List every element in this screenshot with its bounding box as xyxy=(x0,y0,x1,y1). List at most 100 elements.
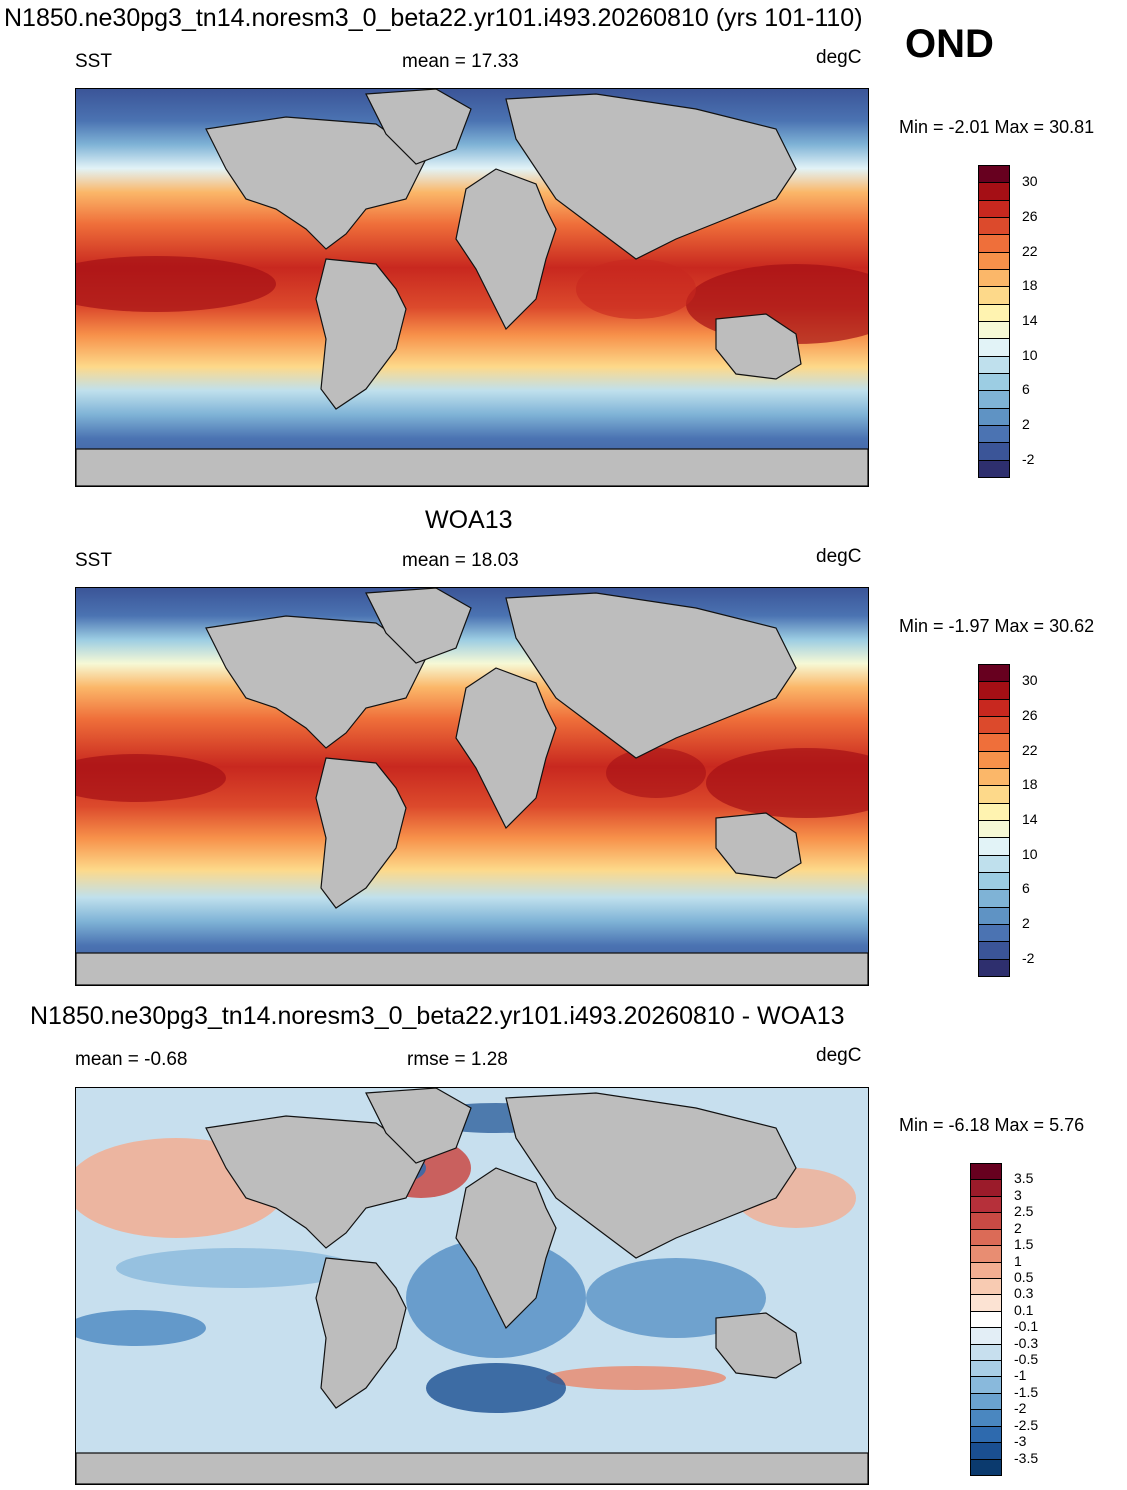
panel2-units-label: degC xyxy=(816,546,862,567)
colorbar-tick-label: 1.5 xyxy=(1014,1236,1034,1253)
colorbar-tick-label: 10 xyxy=(1022,346,1038,363)
colorbar-tick-label: 0.1 xyxy=(1014,1301,1034,1318)
colorbar-swatch xyxy=(978,872,1010,891)
colorbar-swatch xyxy=(970,1179,1002,1197)
panel3-minmax-label: Min = -6.18 Max = 5.76 xyxy=(899,1115,1085,1135)
colorbar-tick-label: -0.1 xyxy=(1014,1318,1039,1335)
colorbar-swatch xyxy=(978,750,1010,769)
colorbar-swatch xyxy=(978,234,1010,253)
colorbar-swatch xyxy=(978,820,1010,839)
colorbar-swatch xyxy=(978,906,1010,925)
colorbar-swatch xyxy=(978,889,1010,908)
panel1-colorbar-ticks: 30 26 22 18 14 10 6 2 -2 xyxy=(1022,165,1062,477)
colorbar-swatch xyxy=(978,217,1010,236)
colorbar-tick-label: 26 xyxy=(1022,208,1038,224)
panel2-variable-label: SST xyxy=(75,550,112,571)
colorbar-tick-label: -3.5 xyxy=(1014,1449,1039,1466)
colorbar-swatch xyxy=(978,303,1010,322)
colorbar-swatch xyxy=(970,1360,1002,1378)
panel3-colorbar-ticks: 3.5 3 2.5 2 1.5 1 0.5 0.3 0.1 -0.1 -0.3 -0.5 -1 -1.5-… xyxy=(1014,1163,1054,1475)
panel1-variable-label: SST xyxy=(75,51,112,72)
colorbar-tick-label: 0.3 xyxy=(1014,1285,1034,1302)
colorbar-tick-label: -2 xyxy=(1022,949,1035,966)
colorbar-swatch xyxy=(970,1458,1002,1476)
colorbar-swatch xyxy=(978,251,1010,270)
colorbar-swatch xyxy=(978,854,1010,873)
colorbar-swatch xyxy=(970,1343,1002,1362)
panel2-mean-label: mean = 18.03 xyxy=(402,550,519,571)
colorbar-swatch xyxy=(978,733,1010,752)
panel3-map-svg xyxy=(76,1088,868,1484)
panel1-units-label: degC xyxy=(816,47,862,68)
colorbar-swatch xyxy=(978,286,1010,305)
colorbar-swatch xyxy=(978,338,1010,357)
colorbar-swatch xyxy=(978,407,1010,426)
colorbar-swatch xyxy=(978,373,1010,392)
panel2-heading: WOA13 xyxy=(425,506,513,534)
colorbar-tick-label: 14 xyxy=(1022,312,1038,328)
panel1-colorbar xyxy=(978,165,1010,478)
panel2-colorbar-ticks: 30 26 22 18 14 10 6 2 -2 xyxy=(1022,664,1062,976)
colorbar-tick-label: 22 xyxy=(1022,242,1038,259)
colorbar-tick-label: 6 xyxy=(1022,381,1030,398)
panel3-rmse-label: rmse = 1.28 xyxy=(407,1049,508,1070)
panel3-heading: N1850.ne30pg3_tn14.noresm3_0_beta22.yr10… xyxy=(30,1002,845,1030)
colorbar-swatch xyxy=(978,941,1010,960)
colorbar-swatch xyxy=(970,1195,1002,1214)
colorbar-tick-label: -1 xyxy=(1014,1367,1027,1384)
panel3-mean-label: mean = -0.68 xyxy=(75,1049,188,1070)
colorbar-swatch xyxy=(978,802,1010,821)
colorbar-tick-label: 6 xyxy=(1022,880,1030,897)
colorbar-swatch xyxy=(978,785,1010,804)
colorbar-swatch xyxy=(978,425,1010,444)
colorbar-swatch xyxy=(978,199,1010,218)
colorbar-tick-label: 30 xyxy=(1022,173,1038,190)
colorbar-tick-label: 18 xyxy=(1022,277,1038,294)
colorbar-swatch xyxy=(978,390,1010,409)
colorbar-swatch xyxy=(978,321,1010,340)
colorbar-tick-label: 3.5 xyxy=(1014,1170,1034,1187)
main-title: N1850.ne30pg3_tn14.noresm3_0_beta22.yr10… xyxy=(4,4,863,32)
colorbar-swatch xyxy=(970,1163,1002,1181)
colorbar-tick-label: 22 xyxy=(1022,741,1038,758)
colorbar-swatch xyxy=(970,1425,1002,1444)
colorbar-swatch xyxy=(978,681,1010,700)
colorbar-swatch xyxy=(978,716,1010,735)
colorbar-tick-label: 30 xyxy=(1022,672,1038,689)
colorbar-tick-label: 2 xyxy=(1022,915,1030,931)
colorbar-swatch xyxy=(970,1212,1002,1230)
colorbar-swatch xyxy=(970,1376,1002,1394)
colorbar-swatch xyxy=(978,182,1010,201)
colorbar-tick-label: 2 xyxy=(1014,1219,1022,1236)
colorbar-swatch xyxy=(978,165,1010,184)
panel3-difference-map xyxy=(75,1087,869,1485)
colorbar-tick-label: 14 xyxy=(1022,811,1038,827)
panel3-colorbar xyxy=(970,1163,1002,1476)
panel1-sst-map xyxy=(75,88,869,487)
colorbar-swatch xyxy=(978,958,1010,977)
colorbar-swatch xyxy=(978,459,1010,478)
panel1-map-svg xyxy=(76,89,868,486)
colorbar-swatch xyxy=(970,1327,1002,1345)
colorbar-swatch xyxy=(970,1277,1002,1296)
colorbar-swatch xyxy=(970,1294,1002,1312)
colorbar-tick-label: -0.3 xyxy=(1014,1334,1039,1351)
colorbar-swatch xyxy=(970,1392,1002,1411)
colorbar-tick-label: -2 xyxy=(1014,1400,1027,1417)
panel2-minmax-label: Min = -1.97 Max = 30.62 xyxy=(899,616,1095,636)
colorbar-swatch xyxy=(970,1442,1002,1460)
colorbar-tick-label: 3 xyxy=(1014,1186,1022,1203)
panel2-map-svg xyxy=(76,588,868,985)
panel2-colorbar xyxy=(978,664,1010,977)
colorbar-swatch xyxy=(970,1261,1002,1279)
colorbar-swatch xyxy=(978,768,1010,787)
colorbar-tick-label: 2 xyxy=(1022,416,1030,432)
colorbar-swatch xyxy=(978,355,1010,374)
colorbar-swatch xyxy=(978,698,1010,717)
colorbar-tick-label: -2.5 xyxy=(1014,1416,1039,1433)
season-label: OND xyxy=(905,22,994,66)
colorbar-tick-label: -2 xyxy=(1022,450,1035,467)
colorbar-tick-label: 18 xyxy=(1022,776,1038,793)
colorbar-tick-label: -0.5 xyxy=(1014,1351,1039,1368)
colorbar-swatch xyxy=(970,1245,1002,1263)
